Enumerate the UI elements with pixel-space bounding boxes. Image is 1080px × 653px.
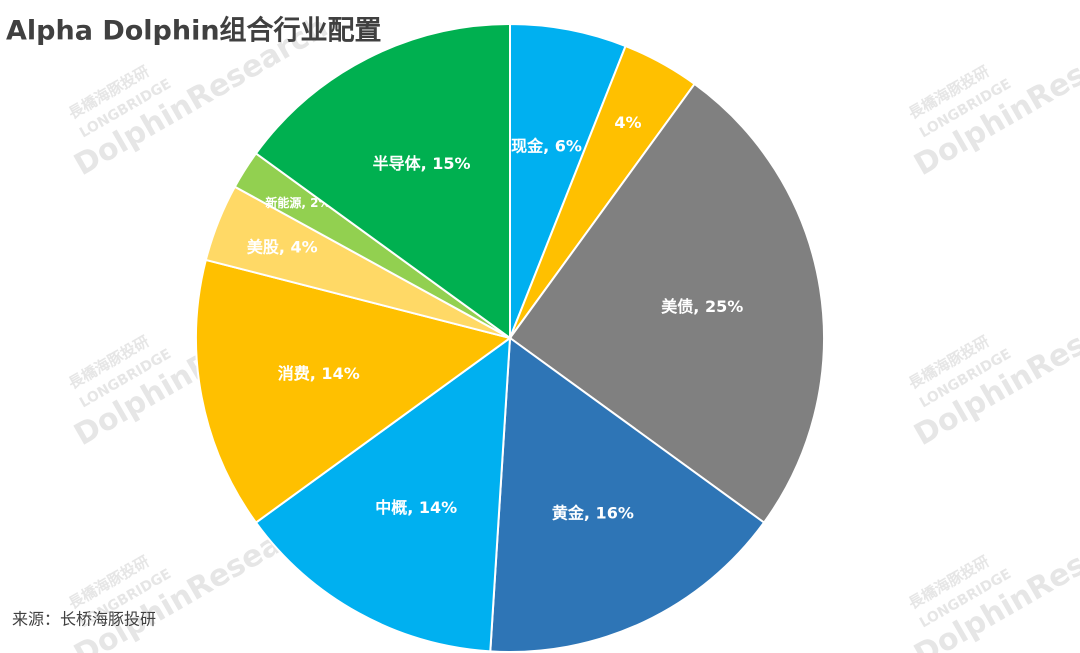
pie-slice: [508, 82, 825, 524]
data-label: 新能源, 2%: [265, 195, 330, 210]
pie: 现金, 6% 4% 美债, 25% 黄金, 16% 中概, 14% 消费, 14% 美股, …: [195, 22, 825, 653]
data-label: 现金, 6%: [511, 136, 582, 155]
source: 来源：长桥海豚投研: [12, 610, 156, 629]
pie-slice: [509, 22, 627, 339]
data-label: 消费, 14%: [278, 364, 360, 383]
data-label: 美股, 4%: [247, 237, 318, 256]
chart-title: Alpha Dolphin组合行业配置: [6, 15, 382, 47]
pie-slice: [195, 258, 513, 524]
data-label: 4%: [614, 113, 641, 132]
data-label: 半导体, 15%: [373, 154, 471, 173]
data-label: 黄金, 16%: [552, 504, 634, 523]
pie-slice: [489, 336, 766, 653]
data-label: 美债, 25%: [661, 297, 743, 316]
pie-slice: [254, 22, 511, 340]
data-label: 中概, 14%: [375, 498, 457, 517]
pie-slice: [254, 335, 512, 653]
